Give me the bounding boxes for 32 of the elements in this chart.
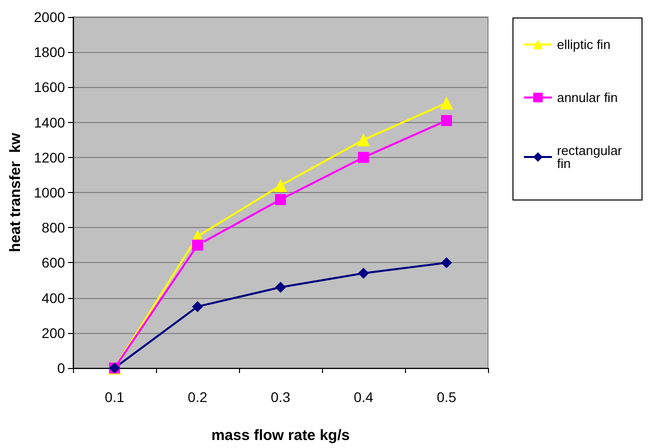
point: [357, 133, 370, 146]
y-tick-label: 0: [57, 360, 66, 376]
x-tick-label: 0.4: [354, 389, 374, 405]
y-axis-title: heat transfer kw: [7, 132, 24, 252]
x-tick-label: 0.2: [188, 389, 208, 405]
y-tick-label: 400: [42, 290, 66, 306]
y-tick-label: 800: [42, 220, 66, 236]
legend-label: rectangular fin: [556, 143, 623, 171]
y-tick-label: 1200: [34, 149, 66, 166]
point: [441, 257, 452, 268]
y-tick-label: 200: [42, 324, 66, 341]
point: [358, 268, 370, 279]
y-tick-label: 1400: [34, 114, 66, 130]
x-tick-label: 0.5: [436, 389, 456, 405]
y-tick-label: 2000: [34, 9, 66, 25]
legend-label: annular fin: [556, 90, 618, 105]
point: [275, 282, 286, 293]
x-tick-label: 0.1: [104, 389, 124, 405]
y-tick-label: 1000: [34, 184, 66, 200]
point: [275, 194, 286, 206]
point: [192, 301, 204, 312]
point: [192, 240, 204, 251]
point: [441, 115, 452, 126]
y-tick-label: 1600: [34, 79, 66, 96]
y-tick-label: 1800: [34, 44, 66, 60]
x-axis-title: mass flow rate kg/s: [211, 427, 350, 444]
point: [274, 178, 288, 192]
y-tick-label: 600: [42, 254, 66, 271]
point: [358, 152, 370, 163]
x-tick-label: 0.3: [270, 389, 290, 405]
legend-label: elliptic fin: [556, 37, 610, 52]
point: [440, 96, 454, 110]
